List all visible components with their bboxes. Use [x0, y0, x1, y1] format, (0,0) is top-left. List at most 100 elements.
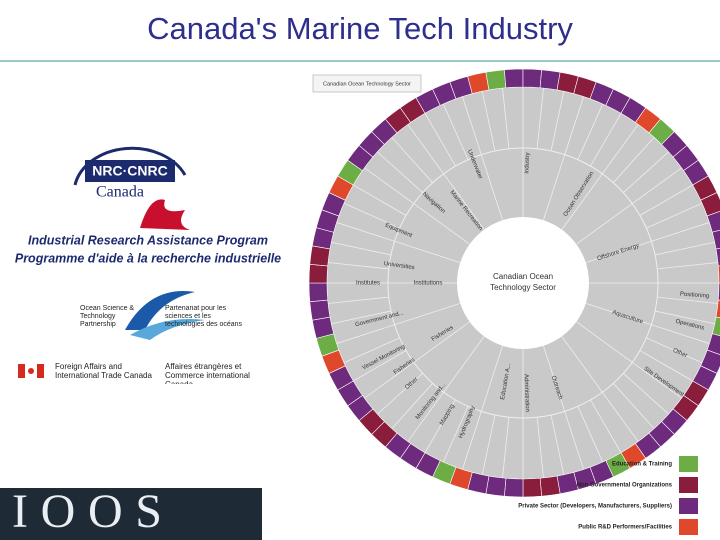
- sector-divider: [590, 399, 622, 453]
- sector-divider: [331, 241, 392, 256]
- sector-divider: [613, 137, 655, 183]
- ostp-logo: Ocean Science & Technology Partnership P…: [80, 291, 243, 340]
- sector-divider: [364, 321, 470, 399]
- sector-divider: [613, 383, 655, 429]
- sector-divider: [646, 202, 703, 229]
- sector-divider: [646, 337, 703, 364]
- wheel-center-label: Canadian Ocean Technology Sector: [490, 272, 556, 292]
- legend-label: Private Sector (Developers, Manufacturer…: [518, 504, 672, 510]
- sector-divider: [481, 414, 496, 475]
- legend-swatch: [679, 498, 698, 514]
- sector-label: Positioning: [680, 292, 710, 300]
- sector-label: Industry: [524, 152, 531, 174]
- ring-segment: [522, 68, 542, 89]
- sector-divider: [577, 406, 604, 463]
- sector-divider: [561, 124, 639, 230]
- ring-segment: [522, 477, 542, 498]
- ostp-name-fr: Partenariat pour les sciences et les tec…: [165, 305, 243, 328]
- sector-divider: [377, 373, 423, 415]
- sector-divider: [576, 321, 682, 399]
- dfait-name-fr: Affaires étrangères et Commerce internat…: [165, 362, 250, 384]
- sector-divider: [407, 124, 485, 230]
- sector-divider: [353, 350, 407, 382]
- sector-divider: [481, 91, 496, 152]
- dfait-logo: Foreign Affairs and International Trade …: [18, 362, 250, 384]
- slide-title: Canada's Marine Tech Industry: [147, 11, 573, 46]
- sector-divider: [336, 303, 461, 344]
- sector-divider: [442, 406, 469, 463]
- sector-divider: [502, 417, 510, 478]
- sector-label: Other: [672, 348, 688, 360]
- sector-divider: [639, 184, 693, 216]
- sector-divider: [623, 373, 669, 415]
- ring-segment: [485, 69, 507, 91]
- sector-divider: [585, 303, 710, 344]
- ring-segment: [504, 477, 524, 498]
- wheel-tab-label: Canadian Ocean Technology Sector: [323, 81, 411, 87]
- sector-divider: [328, 262, 389, 270]
- sector-divider: [543, 96, 584, 221]
- sector-divider: [585, 222, 710, 263]
- wheel: Canadian Ocean Technology SectorUnderwate…: [308, 68, 720, 498]
- ring-segment: [504, 68, 524, 89]
- sector-divider: [462, 345, 503, 470]
- sector-divider: [502, 88, 510, 149]
- sector-divider: [353, 184, 407, 216]
- sector-label: Administration: [523, 374, 530, 412]
- sector-divider: [576, 167, 682, 245]
- legend-label: Public R&D Performers/Facilities: [578, 525, 672, 531]
- ring-segment: [309, 245, 331, 267]
- nrc-program-en: Industrial Research Assistance Program: [28, 233, 268, 247]
- sector-divider: [442, 103, 469, 160]
- sector-label: Universities: [383, 261, 415, 271]
- ring-segment: [309, 299, 331, 321]
- sector-divider: [424, 399, 456, 453]
- wheel-center: [457, 217, 589, 349]
- nrc-country: Canada: [96, 184, 144, 201]
- sector-divider: [654, 310, 715, 325]
- sector-divider: [331, 310, 392, 325]
- legend-swatch: [679, 456, 698, 472]
- sector-divider: [343, 337, 400, 364]
- sector-divider: [550, 91, 565, 152]
- nrc-logo: NRC·CNRC Canada Industrial Research Assi…: [15, 146, 281, 265]
- sector-divider: [657, 296, 718, 304]
- sector-divider: [391, 383, 433, 429]
- sector-divider: [343, 202, 400, 229]
- sector-divider: [639, 350, 693, 382]
- sector-divider: [462, 96, 503, 221]
- ostp-fr-box: Partenariat pour les sciences et les tec…: [165, 305, 243, 328]
- sector-divider: [561, 336, 639, 442]
- sector-divider: [657, 262, 718, 270]
- ostp-en-box: Ocean Science & Technology Partnership: [80, 305, 135, 328]
- ioos-logo: IOOS: [0, 485, 262, 540]
- sector-divider: [654, 241, 715, 256]
- wheel-tab: [312, 74, 422, 93]
- legend-swatch: [679, 477, 698, 493]
- ostp-name-en: Ocean Science & Technology Partnership: [80, 305, 135, 328]
- sector-label: Institutions: [414, 281, 443, 287]
- mid-ring: [387, 147, 659, 419]
- center-line: Canadian Ocean: [493, 272, 553, 281]
- ring-segment: [308, 264, 329, 284]
- legend-label: Education & Training: [612, 462, 672, 468]
- sector-divider: [536, 417, 544, 478]
- dfait-fr-box: Affaires étrangères et Commerce internat…: [165, 362, 250, 384]
- sector-divider: [623, 151, 669, 193]
- sector-divider: [577, 103, 604, 160]
- ring-segment: [539, 475, 561, 497]
- sector-divider: [543, 345, 584, 470]
- legend-label: Non Governmental Organizations: [577, 483, 673, 489]
- sector-divider: [391, 137, 433, 183]
- center-line: Technology Sector: [490, 283, 556, 292]
- ring-segment: [485, 475, 507, 497]
- sector-divider: [536, 88, 544, 149]
- legend-swatch: [679, 519, 698, 535]
- sector-divider: [328, 296, 389, 304]
- nrc-program-fr: Programme d'aide à la recherche industri…: [15, 251, 281, 265]
- legend: Education & Training Non Governmental Org…: [518, 456, 698, 535]
- dfait-name-en: Foreign Affairs and International Trade …: [55, 362, 152, 380]
- sector-divider: [590, 113, 622, 167]
- ring-segment: [539, 69, 561, 91]
